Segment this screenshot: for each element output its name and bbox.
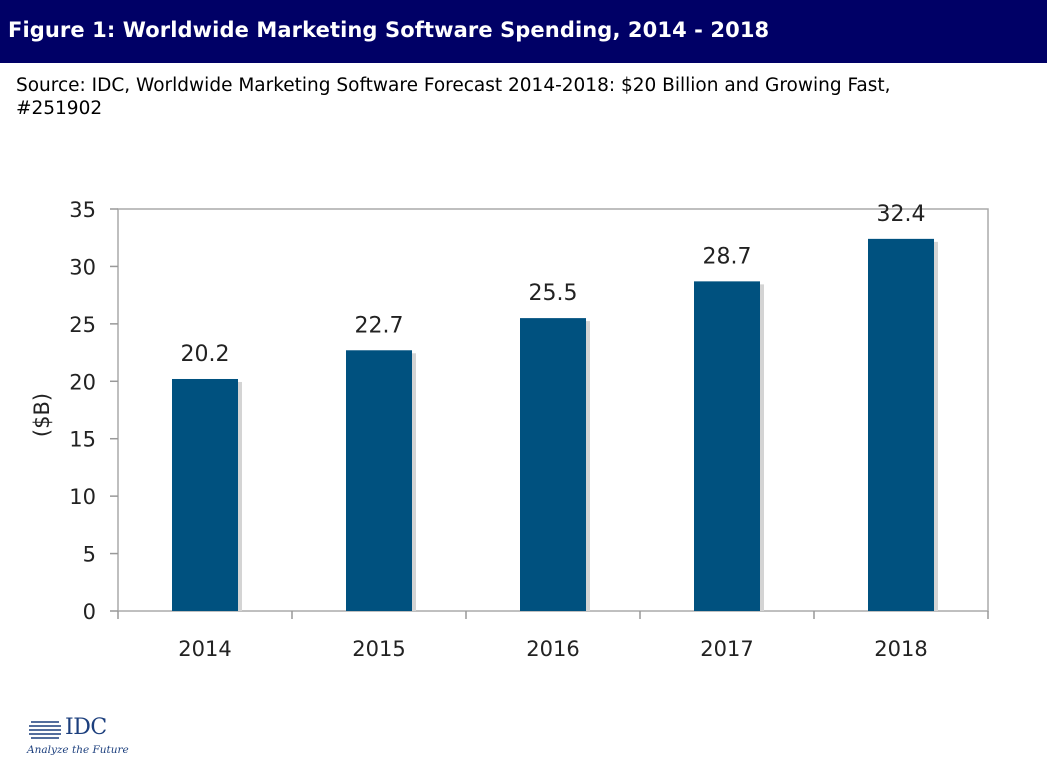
- data-label: 22.7: [355, 313, 404, 338]
- x-tick-label: 2017: [700, 637, 753, 661]
- logo-tagline: Analyze the Future: [27, 744, 129, 756]
- x-tick-label: 2018: [874, 637, 927, 661]
- bar: [520, 318, 586, 611]
- y-tick-label: 30: [69, 255, 96, 279]
- bar: [346, 350, 412, 611]
- y-axis-title: ($B): [30, 393, 54, 437]
- bar: [868, 238, 934, 611]
- data-label: 25.5: [529, 281, 578, 306]
- bar-chart: 0 5 10 15 20 25 30 35 ($B) 20.2 2014 22.7 2015 25.5 20…: [30, 198, 989, 661]
- bar: [694, 281, 760, 611]
- logo-wordmark: IDC: [65, 715, 107, 740]
- bar: [172, 378, 238, 611]
- y-tick-label: 35: [69, 198, 96, 222]
- data-label: 32.4: [877, 202, 926, 227]
- x-tick-label: 2014: [178, 637, 231, 661]
- x-tick-label: 2016: [526, 637, 579, 661]
- y-tick-label: 0: [83, 600, 96, 624]
- data-label: 28.7: [703, 244, 752, 269]
- figure-title: Figure 1: Worldwide Marketing Software S…: [8, 18, 770, 42]
- source-note: Source: IDC, Worldwide Marketing Softwar…: [16, 74, 1031, 120]
- y-tick-label: 20: [69, 370, 96, 394]
- source-line-2: #251902: [16, 98, 103, 119]
- idc-logo: IDC Analyze the Future: [26, 714, 129, 764]
- globe-icon: [29, 721, 61, 739]
- data-label: 20.2: [181, 342, 230, 367]
- y-tick-label: 25: [69, 313, 96, 337]
- x-tick-label: 2015: [352, 637, 405, 661]
- source-line-1: Source: IDC, Worldwide Marketing Softwar…: [16, 75, 891, 96]
- y-tick-label: 5: [83, 543, 96, 567]
- y-tick-label: 10: [69, 485, 96, 509]
- y-tick-label: 15: [69, 428, 96, 452]
- figure-title-bar: Figure 1: Worldwide Marketing Software S…: [0, 0, 1047, 63]
